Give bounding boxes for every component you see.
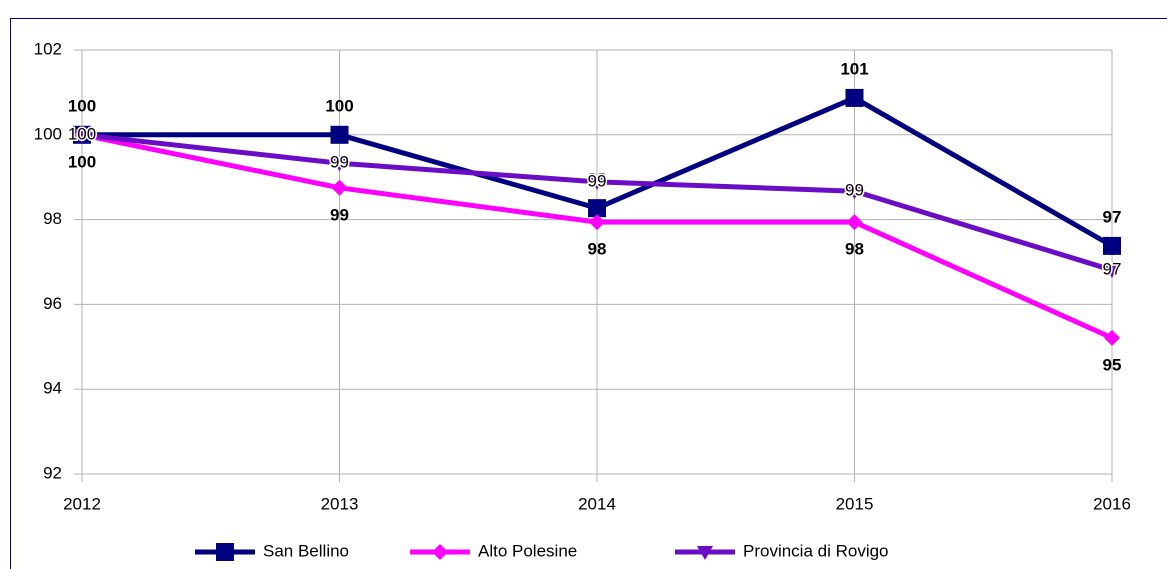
x-tick-label: 2014 [578,494,616,513]
marker [589,175,605,190]
legend-label: Provincia di Rovigo [743,541,889,560]
marker [74,128,90,143]
title-strip [0,0,1167,14]
data-label: 101 [840,59,868,78]
chart-frame [10,18,1167,569]
marker [846,214,863,231]
marker [589,214,605,231]
legend-label: San Bellino [263,541,349,560]
data-label: 100 [68,152,96,171]
data-label: 97 [1103,207,1122,226]
marker [432,544,448,560]
data-label: 99 [330,153,349,172]
data-label: 98 [588,240,607,259]
marker [1103,236,1121,255]
x-tick-label: 2015 [836,494,874,513]
data-label: 100 [68,96,96,115]
y-tick-label: 100 [34,124,62,143]
x-tick-label: 2013 [321,494,359,513]
y-tick-label: 92 [43,463,62,482]
y-tick-label: 98 [43,209,62,228]
marker [331,157,348,172]
marker [846,185,863,200]
data-label: 100 [325,96,353,115]
data-label: 95 [1103,355,1122,374]
legend-label: Alto Polesine [478,541,577,560]
marker [1104,264,1120,279]
marker [697,546,713,560]
marker [330,125,349,144]
marker [216,543,234,561]
y-tick-label: 96 [43,294,62,313]
y-tick-label: 94 [43,379,62,398]
marker [1104,329,1120,346]
data-label: 98 [845,240,864,259]
marker [331,179,348,196]
data-label: 97 [1103,260,1122,279]
data-label: 99 [588,171,607,190]
marker [845,88,864,107]
y-tick-label: 102 [34,39,62,58]
data-label: 100 [68,124,96,143]
data-label: 99 [330,205,349,224]
x-tick-label: 2012 [63,494,101,513]
x-tick-label: 2016 [1093,494,1131,513]
data-label: 99 [845,181,864,200]
marker [588,199,606,218]
